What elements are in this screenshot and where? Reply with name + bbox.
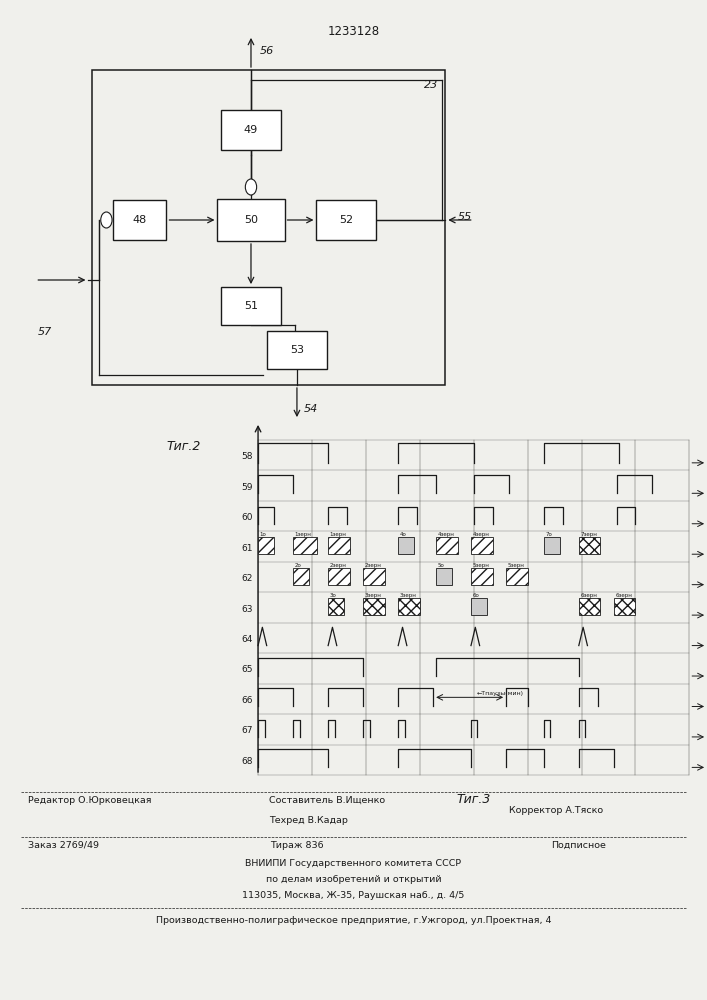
Text: 48: 48	[133, 215, 147, 225]
Bar	[317, 200, 376, 240]
Text: 1зерн: 1зерн	[295, 532, 311, 537]
Text: 50: 50	[244, 215, 258, 225]
Bar	[363, 568, 385, 585]
Circle shape	[245, 179, 257, 195]
Text: Τиг.3: Τиг.3	[457, 793, 491, 806]
Text: 3зерн: 3зерн	[365, 593, 382, 598]
Bar	[471, 568, 493, 585]
Text: 1о: 1о	[259, 532, 267, 537]
Bar	[614, 598, 636, 615]
Text: 1233128: 1233128	[327, 25, 380, 38]
Bar	[398, 537, 414, 554]
Text: 7о: 7о	[545, 532, 552, 537]
Bar	[258, 537, 274, 554]
Bar	[579, 598, 600, 615]
Bar	[293, 537, 317, 554]
Bar	[398, 598, 420, 615]
Bar	[363, 598, 385, 615]
Bar	[113, 200, 167, 240]
Text: 2зерн: 2зерн	[329, 563, 346, 568]
Text: 65: 65	[242, 665, 253, 674]
Text: 63: 63	[242, 605, 253, 614]
Text: 53: 53	[290, 345, 304, 355]
Text: Корректор А.Тяско: Корректор А.Тяско	[509, 806, 603, 815]
Text: 68: 68	[242, 757, 253, 766]
Text: Техред В.Кадар: Техред В.Кадар	[269, 816, 348, 825]
Circle shape	[100, 212, 112, 228]
Bar	[267, 331, 327, 369]
Bar	[92, 70, 445, 385]
Text: 2о: 2о	[295, 563, 301, 568]
Bar	[293, 568, 309, 585]
Text: 5зерн: 5зерн	[508, 563, 525, 568]
Text: 6зерн: 6зерн	[580, 593, 597, 598]
Text: 5зерн: 5зерн	[472, 563, 489, 568]
Bar	[221, 287, 281, 325]
Bar	[328, 598, 344, 615]
Text: 62: 62	[242, 574, 253, 583]
Text: Производственно-полиграфическое предприятие, г.Ужгород, ул.Проектная, 4: Производственно-полиграфическое предприя…	[156, 916, 551, 925]
Text: 49: 49	[244, 125, 258, 135]
Bar	[544, 537, 560, 554]
Bar	[471, 537, 493, 554]
Text: 58: 58	[242, 452, 253, 461]
Bar	[328, 537, 350, 554]
Text: ВНИИПИ Государственного комитета СССР: ВНИИПИ Государственного комитета СССР	[245, 859, 462, 868]
Text: 4о: 4о	[399, 532, 407, 537]
Text: 55: 55	[457, 212, 472, 222]
Text: 51: 51	[244, 301, 258, 311]
Text: Редактор О.Юрковецкая: Редактор О.Юрковецкая	[28, 796, 152, 805]
Bar	[328, 568, 350, 585]
Text: по делам изобретений и открытий: по делам изобретений и открытий	[266, 875, 441, 884]
Text: 1зерн: 1зерн	[329, 532, 346, 537]
Text: 57: 57	[37, 327, 52, 337]
Text: Заказ 2769/49: Заказ 2769/49	[28, 841, 99, 850]
Text: 4зерн: 4зерн	[438, 532, 454, 537]
Text: 64: 64	[242, 635, 253, 644]
Text: 3зерн: 3зерн	[399, 593, 416, 598]
Bar	[436, 537, 457, 554]
Text: 52: 52	[339, 215, 354, 225]
Bar	[221, 110, 281, 150]
Bar	[436, 568, 452, 585]
Text: ←Tпаузы(мин): ←Tпаузы(мин)	[477, 691, 524, 696]
Text: 4зерн: 4зерн	[472, 532, 489, 537]
Text: 54: 54	[304, 404, 318, 414]
Text: 56: 56	[260, 46, 274, 56]
Text: 66: 66	[242, 696, 253, 705]
Text: 61: 61	[242, 544, 253, 553]
Text: 59: 59	[242, 483, 253, 492]
Bar	[506, 568, 527, 585]
Bar	[579, 537, 600, 554]
Text: 6зерн: 6зерн	[615, 593, 632, 598]
Bar	[471, 598, 487, 615]
Text: Составитель В.Ищенко: Составитель В.Ищенко	[269, 796, 385, 805]
Bar	[218, 199, 284, 241]
Text: 5о: 5о	[438, 563, 444, 568]
Text: Тираж 836: Тираж 836	[270, 841, 324, 850]
Text: 60: 60	[242, 513, 253, 522]
Text: 3о: 3о	[329, 593, 337, 598]
Text: 7зерн: 7зерн	[580, 532, 597, 537]
Text: Τиг.2: Τиг.2	[167, 440, 201, 453]
Text: 23: 23	[424, 80, 438, 90]
Text: 6о: 6о	[472, 593, 479, 598]
Text: 2зерн: 2зерн	[365, 563, 382, 568]
Text: Подписное: Подписное	[551, 841, 607, 850]
Text: 113035, Москва, Ж-35, Раушская наб., д. 4/5: 113035, Москва, Ж-35, Раушская наб., д. …	[243, 891, 464, 900]
Text: 67: 67	[242, 726, 253, 735]
